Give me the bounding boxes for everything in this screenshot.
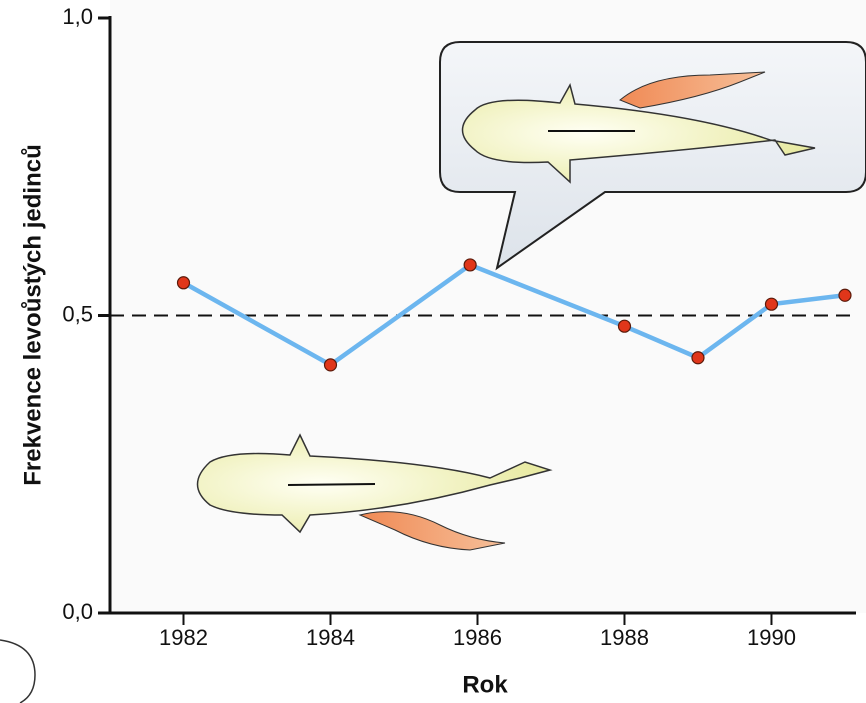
x-axis-label: Rok <box>462 671 508 698</box>
illustration <box>0 41 866 703</box>
x-tick-label: 1988 <box>600 625 649 650</box>
data-point <box>323 358 338 372</box>
data-point <box>691 351 705 365</box>
data-point <box>176 276 191 290</box>
x-tick-label: 1982 <box>159 625 208 650</box>
data-point <box>838 288 852 302</box>
data-point <box>617 319 632 333</box>
data-point <box>764 297 779 311</box>
data-point <box>463 258 477 272</box>
y-axis-label: Frekvence levoůstých jedinců <box>19 144 46 485</box>
y-tick-label: 0,0 <box>62 599 93 624</box>
x-tick-label: 1986 <box>453 625 502 650</box>
x-tick-label: 1984 <box>306 625 355 650</box>
y-tick-label: 1,0 <box>62 4 93 29</box>
x-tick-label: 1990 <box>747 625 796 650</box>
y-tick-label: 0,5 <box>62 301 93 326</box>
